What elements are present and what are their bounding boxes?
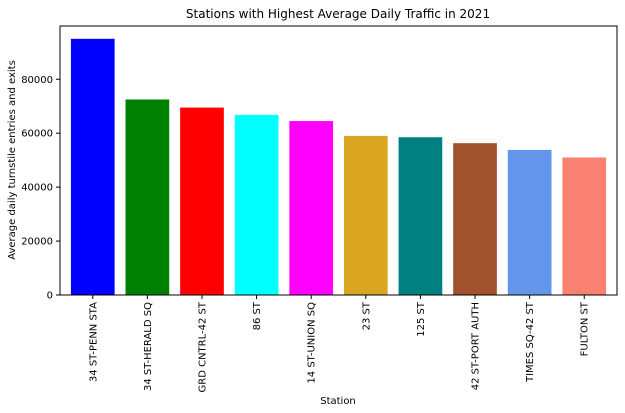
bar-1 (70, 38, 115, 296)
bar-8 (453, 143, 497, 295)
bar-6 (343, 135, 388, 295)
bar-4 (234, 114, 279, 295)
x-tick-label: 34 ST-PENN STA (88, 302, 99, 382)
y-tick-label: 0 (47, 291, 53, 302)
x-tick-label: 42 ST-PORT AUTH (471, 302, 482, 390)
x-tick-label: 14 ST-UNION SQ (307, 302, 318, 384)
axes-frame (59, 25, 618, 296)
chart-title: Stations with Highest Average Daily Traf… (186, 7, 490, 21)
bar-10 (562, 157, 607, 295)
plot-area: 0 20000 40000 60000 80000 34 ST-PENN STA 34 ST… (21, 25, 618, 392)
bar-3 (180, 107, 224, 295)
x-tick-label: 23 ST (361, 301, 372, 330)
bar-5 (289, 121, 334, 295)
x-tick-label: 125 ST (416, 301, 427, 337)
x-tick-label: 86 ST (252, 301, 263, 330)
bar-9 (507, 149, 552, 295)
x-tick-label: TIMES SQ-42 ST (525, 301, 536, 383)
y-tick-label: 20000 (21, 237, 53, 248)
y-axis-label: Average daily turnstile entries and exit… (7, 60, 18, 260)
y-tick-label: 80000 (21, 75, 53, 86)
bar-2 (125, 99, 170, 296)
x-axis-label: Station (320, 396, 356, 407)
x-tick-label: 34 ST-HERALD SQ (143, 302, 154, 391)
y-tick-label: 40000 (21, 183, 53, 194)
bar-7 (398, 137, 443, 295)
x-tick-label: GRD CNTRL-42 ST (197, 301, 208, 392)
x-tick-label: FULTON ST (580, 301, 591, 356)
y-tick-label: 60000 (21, 129, 53, 140)
